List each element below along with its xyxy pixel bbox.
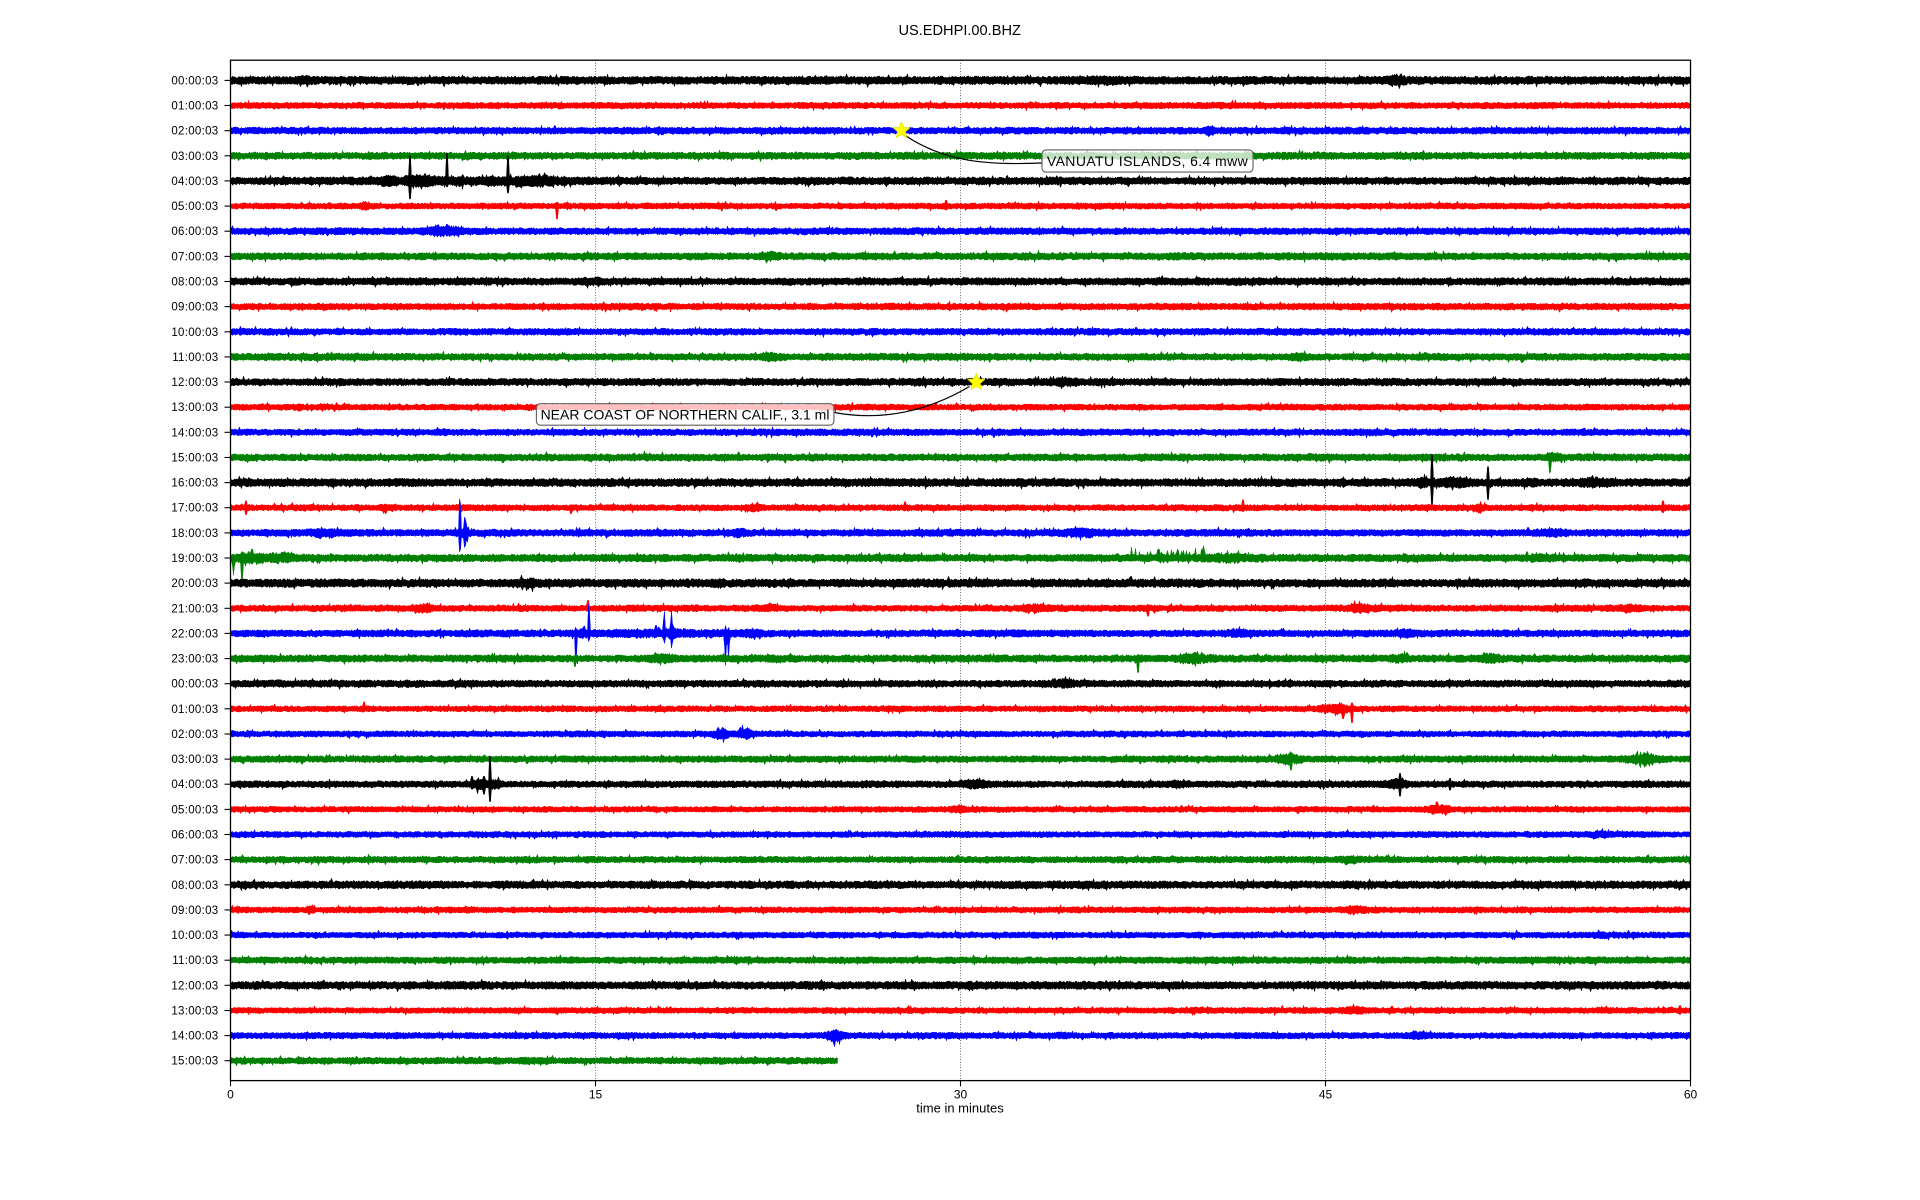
svg-text:15: 15 (589, 1087, 603, 1101)
svg-text:19:00:03: 19:00:03 (171, 553, 218, 565)
svg-text:0: 0 (227, 1087, 234, 1101)
svg-text:15:00:03: 15:00:03 (171, 1056, 218, 1068)
svg-text:09:00:03: 09:00:03 (171, 302, 218, 314)
svg-text:08:00:03: 08:00:03 (171, 880, 218, 892)
svg-text:30: 30 (954, 1087, 968, 1101)
svg-text:13:00:03: 13:00:03 (171, 402, 218, 414)
svg-text:US.EDHPI.00.BHZ: US.EDHPI.00.BHZ (898, 23, 1021, 39)
svg-text:18:00:03: 18:00:03 (171, 528, 218, 540)
svg-text:03:00:03: 03:00:03 (171, 754, 218, 766)
svg-text:12:00:03: 12:00:03 (171, 377, 218, 389)
svg-text:60: 60 (1684, 1087, 1698, 1101)
svg-text:10:00:03: 10:00:03 (171, 327, 218, 339)
svg-text:02:00:03: 02:00:03 (171, 126, 218, 138)
svg-text:14:00:03: 14:00:03 (171, 427, 218, 439)
svg-text:06:00:03: 06:00:03 (171, 226, 218, 238)
svg-text:02:00:03: 02:00:03 (171, 729, 218, 741)
svg-text:time in minutes: time in minutes (916, 1101, 1004, 1116)
svg-text:12:00:03: 12:00:03 (171, 980, 218, 992)
svg-text:11:00:03: 11:00:03 (172, 955, 218, 967)
svg-text:04:00:03: 04:00:03 (171, 176, 218, 188)
svg-text:10:00:03: 10:00:03 (171, 930, 218, 942)
svg-text:20:00:03: 20:00:03 (171, 578, 218, 590)
svg-text:00:00:03: 00:00:03 (171, 679, 218, 691)
svg-text:14:00:03: 14:00:03 (171, 1031, 218, 1043)
svg-text:VANUATU ISLANDS, 6.4 mww: VANUATU ISLANDS, 6.4 mww (1047, 153, 1249, 169)
svg-text:00:00:03: 00:00:03 (171, 75, 218, 87)
svg-text:07:00:03: 07:00:03 (171, 251, 218, 263)
svg-text:21:00:03: 21:00:03 (171, 603, 218, 615)
svg-text:07:00:03: 07:00:03 (171, 855, 218, 867)
svg-text:11:00:03: 11:00:03 (172, 352, 218, 364)
svg-text:45: 45 (1319, 1087, 1333, 1101)
svg-text:NEAR COAST OF NORTHERN CALIF.,: NEAR COAST OF NORTHERN CALIF., 3.1 ml (541, 406, 830, 422)
svg-text:09:00:03: 09:00:03 (171, 905, 218, 917)
svg-text:05:00:03: 05:00:03 (171, 201, 218, 213)
svg-text:01:00:03: 01:00:03 (171, 704, 218, 716)
svg-text:23:00:03: 23:00:03 (171, 654, 218, 666)
svg-text:08:00:03: 08:00:03 (171, 277, 218, 289)
svg-text:16:00:03: 16:00:03 (171, 478, 218, 490)
svg-text:04:00:03: 04:00:03 (171, 779, 218, 791)
svg-text:13:00:03: 13:00:03 (171, 1006, 218, 1018)
svg-text:05:00:03: 05:00:03 (171, 804, 218, 816)
svg-text:17:00:03: 17:00:03 (171, 503, 218, 515)
svg-text:22:00:03: 22:00:03 (171, 628, 218, 640)
svg-text:03:00:03: 03:00:03 (171, 151, 218, 163)
svg-text:06:00:03: 06:00:03 (171, 830, 218, 842)
svg-text:01:00:03: 01:00:03 (171, 101, 218, 113)
svg-text:15:00:03: 15:00:03 (171, 453, 218, 465)
